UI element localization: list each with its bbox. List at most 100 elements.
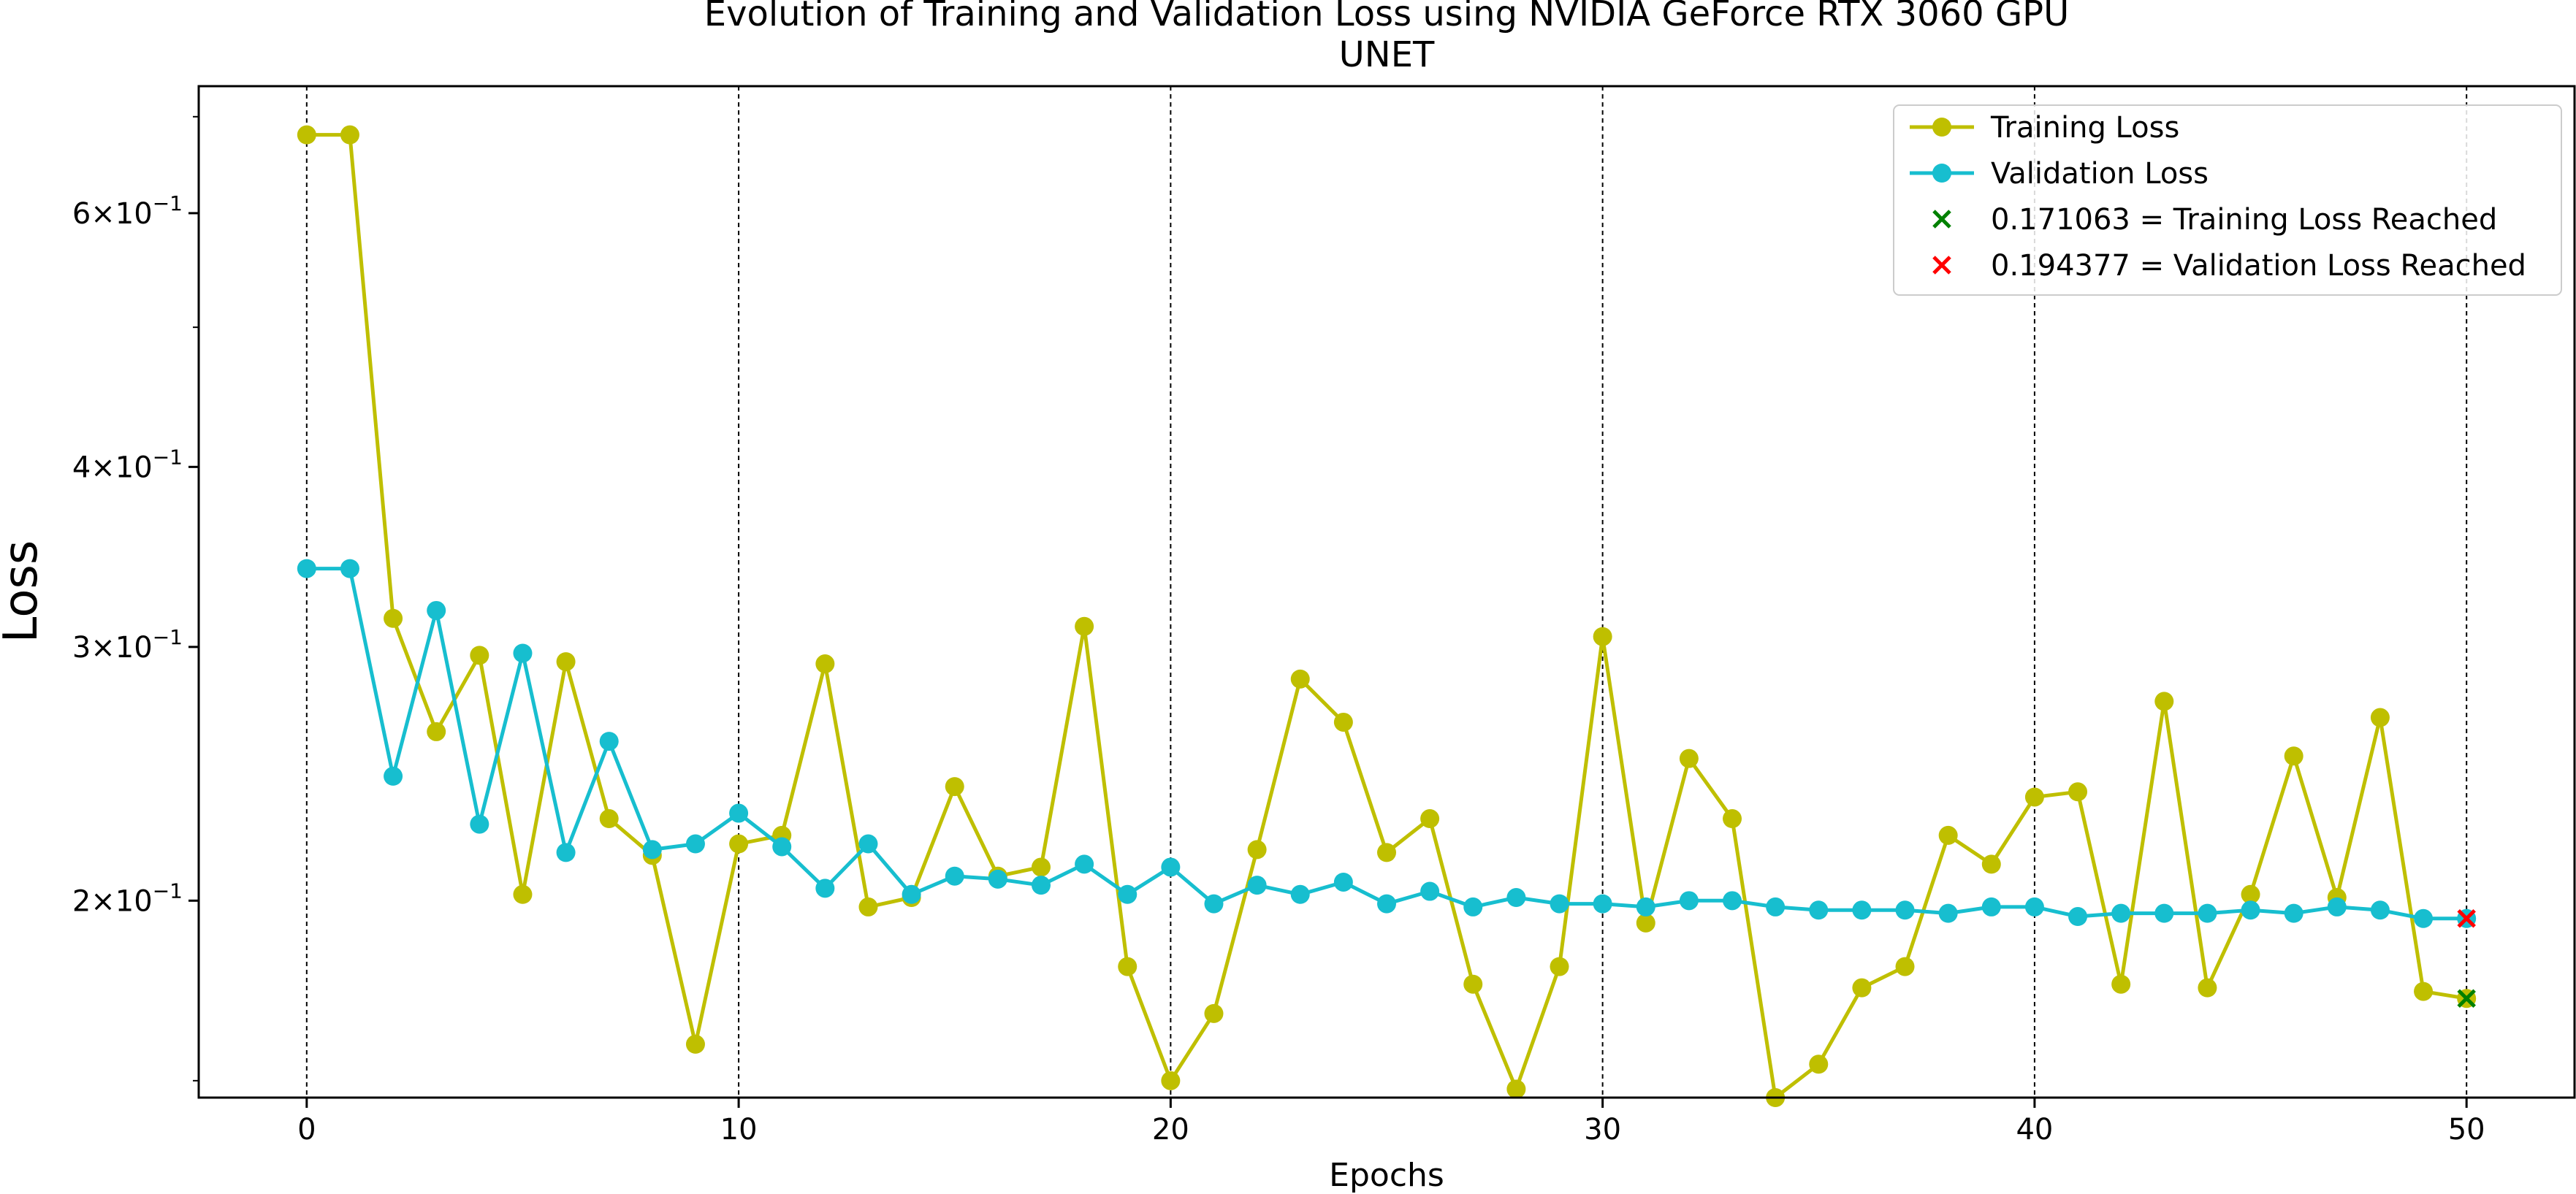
- data-point-training: [1290, 669, 1310, 689]
- data-point-validation: [2327, 897, 2347, 916]
- data-point-validation: [2370, 900, 2390, 920]
- data-point-validation: [729, 803, 749, 823]
- x-tick-label: 40: [2016, 1113, 2053, 1147]
- y-axis-label: Loss: [0, 540, 48, 643]
- data-point-training: [858, 897, 878, 916]
- data-point-training: [2154, 692, 2174, 711]
- legend-label: 0.171063 = Training Loss Reached: [1991, 203, 2497, 237]
- data-point-validation: [1204, 894, 1224, 914]
- data-point-training: [1852, 978, 1872, 998]
- data-point-training: [513, 884, 533, 904]
- series-line-validation: [306, 567, 2467, 921]
- data-point-validation: [513, 643, 533, 663]
- marker-stroke: [1932, 210, 1951, 229]
- chart-title: Evolution of Training and Validation Los…: [704, 0, 2070, 34]
- data-point-training: [556, 652, 576, 672]
- data-point-validation: [1247, 876, 1267, 895]
- x-tick-label: 0: [297, 1113, 316, 1147]
- data-point-training: [1075, 616, 1094, 636]
- data-point-training: [1938, 825, 1958, 845]
- data-point-training: [1636, 913, 1655, 933]
- data-point-training: [2198, 978, 2217, 998]
- x-axis: 0 10 20 30 40 50: [297, 1098, 2485, 1147]
- data-point-training: [1895, 957, 1915, 976]
- data-point-validation: [1679, 891, 1699, 911]
- data-point-validation: [815, 879, 835, 898]
- legend: Training Loss Validation Loss 0.171063 = T…: [1893, 104, 2562, 296]
- legend-point: [1932, 118, 1951, 137]
- data-point-training: [945, 777, 964, 797]
- marker-stroke: [2457, 989, 2476, 1009]
- data-point-validation: [297, 559, 316, 578]
- data-point-validation: [2414, 908, 2434, 928]
- legend-box: [1893, 104, 2562, 296]
- data-point-training: [1204, 1003, 1224, 1023]
- data-point-training: [1377, 843, 1396, 862]
- data-point-training: [2024, 787, 2044, 807]
- x-tick-label: 30: [1584, 1113, 1621, 1147]
- data-point-validation: [2154, 903, 2174, 923]
- data-point-validation: [427, 600, 446, 620]
- data-point-validation: [1031, 876, 1051, 895]
- data-point-training: [1981, 854, 2001, 874]
- data-point-validation: [1809, 900, 1829, 920]
- data-point-training: [1593, 627, 1612, 646]
- legend-label: 0.194377 = Validation Loss Reached: [1991, 249, 2526, 283]
- x-tick-label: 50: [2448, 1113, 2485, 1147]
- plot-frame: [197, 85, 2576, 1099]
- data-point-training: [2370, 708, 2390, 727]
- y-tick-label: 2×10−1: [72, 879, 183, 918]
- data-point-validation: [1550, 894, 1569, 914]
- y-tick-label: 4×10−1: [72, 445, 183, 484]
- data-point-validation: [1981, 897, 2001, 916]
- data-point-validation: [2284, 903, 2303, 923]
- data-point-validation: [1420, 881, 1440, 901]
- data-point-training: [384, 608, 403, 628]
- data-point-validation: [1161, 857, 1181, 877]
- data-point-validation: [1895, 900, 1915, 920]
- plot-area: [297, 86, 2477, 1107]
- data-point-training: [1723, 809, 1742, 829]
- data-point-training: [2111, 974, 2131, 994]
- final-loss-marker: [2457, 989, 2476, 1009]
- data-point-validation: [470, 814, 489, 834]
- data-point-training: [470, 646, 489, 665]
- data-point-validation: [2068, 907, 2088, 927]
- data-point-validation: [1377, 894, 1396, 914]
- data-point-training: [2414, 981, 2434, 1001]
- data-point-training: [1679, 749, 1699, 768]
- legend-label: Validation Loss: [1991, 157, 2209, 191]
- legend-x-marker: [1932, 256, 1951, 275]
- data-point-training: [1031, 857, 1051, 877]
- data-point-validation: [556, 843, 576, 862]
- marker-stroke: [1932, 256, 1951, 275]
- data-point-training: [1506, 1079, 1526, 1099]
- x-axis-label: Epochs: [1329, 1157, 1444, 1194]
- data-point-training: [1161, 1071, 1181, 1090]
- data-point-validation: [1333, 872, 1353, 892]
- data-point-training: [2284, 746, 2303, 766]
- data-point-training: [340, 125, 359, 145]
- data-point-training: [297, 125, 316, 145]
- legend-label: Training Loss: [1990, 111, 2179, 145]
- x-tick-label: 20: [1152, 1113, 1189, 1147]
- data-point-training: [1550, 957, 1569, 976]
- y-tick-label: 6×10−1: [72, 191, 183, 231]
- data-point-validation: [2111, 903, 2131, 923]
- data-point-validation: [1938, 903, 1958, 923]
- data-point-validation: [685, 834, 705, 854]
- data-point-training: [1247, 840, 1267, 860]
- data-point-validation: [2241, 900, 2260, 920]
- final-loss-marker: [2457, 908, 2476, 928]
- data-point-training: [2068, 782, 2088, 802]
- marker-stroke: [2457, 908, 2476, 928]
- data-point-validation: [902, 884, 921, 904]
- data-point-validation: [2198, 903, 2217, 923]
- data-point-validation: [1118, 884, 1138, 904]
- data-point-training: [1463, 974, 1483, 994]
- data-point-validation: [945, 866, 964, 886]
- data-point-training: [1420, 809, 1440, 829]
- x-tick-label: 10: [720, 1113, 758, 1147]
- legend-x-marker: [1932, 210, 1951, 229]
